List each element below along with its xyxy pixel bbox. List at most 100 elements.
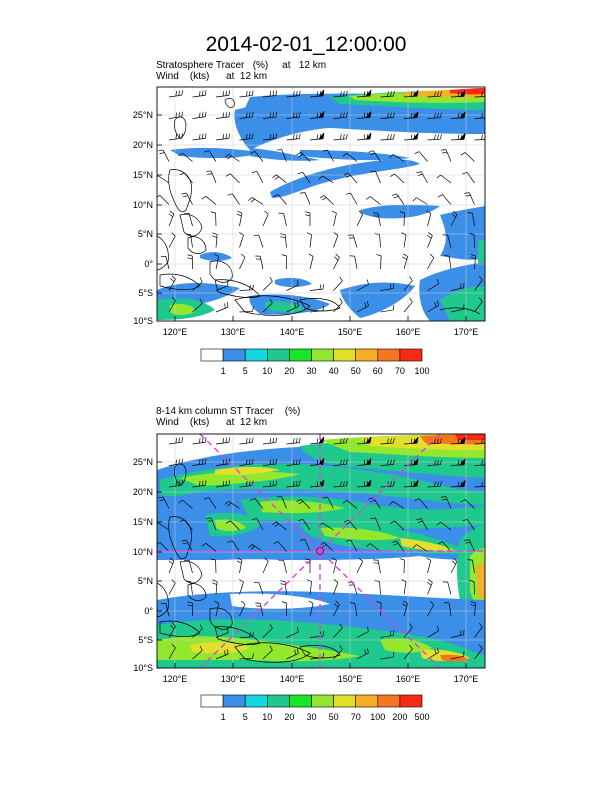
wind-barb <box>168 622 176 638</box>
colorbar-swatch <box>311 348 334 362</box>
wind-barb <box>168 296 176 313</box>
wind-barb <box>192 645 203 660</box>
wind-barb <box>192 480 207 488</box>
wind-barb <box>168 643 176 660</box>
wind-barb <box>380 91 395 98</box>
wind-barb <box>201 196 217 205</box>
wind-barb <box>390 520 405 531</box>
wind-barb <box>436 521 452 531</box>
colorbar-label: 5 <box>243 712 248 722</box>
wind-barb <box>470 601 476 617</box>
wind-barb <box>380 630 395 638</box>
wind-barb <box>356 279 369 291</box>
colorbar-label: 10 <box>262 366 272 376</box>
wind-barb <box>297 518 311 531</box>
wind-barb <box>281 601 288 617</box>
panel2-axis-ticks: 120°E 130°E 140°E 150°E 160°E 170°E 25°N 20°N 15… <box>133 457 478 684</box>
colorbar-swatch <box>355 348 379 362</box>
wind-barb <box>262 459 278 466</box>
wind-barb <box>343 172 358 184</box>
wind-barb <box>333 579 339 595</box>
wind-barb <box>308 253 314 270</box>
wind-barb <box>366 196 381 205</box>
wind-barb <box>309 132 325 141</box>
wind-barb <box>450 210 458 227</box>
lat-tick-label: 25°N <box>133 110 153 120</box>
colorbar-label: 30 <box>306 366 316 376</box>
wind-barb <box>210 211 217 227</box>
wind-barb <box>331 557 337 574</box>
wind-barb <box>345 539 358 552</box>
wind-barb <box>212 232 218 248</box>
wind-barb <box>437 541 452 552</box>
wind-barb <box>168 480 183 488</box>
wind-barb <box>239 653 254 660</box>
wind-barb <box>309 458 325 466</box>
wind-barb <box>389 154 405 162</box>
lat-tick-label: 10°N <box>133 200 153 210</box>
wind-barb <box>215 458 230 466</box>
panel1-tracer-field <box>157 88 485 321</box>
wind-barb <box>403 111 419 119</box>
wind-barb <box>427 300 439 313</box>
wind-barb <box>380 283 395 291</box>
wind-barb <box>192 437 207 445</box>
wind-barb <box>168 437 183 445</box>
wind-barb <box>401 579 407 595</box>
wind-barb <box>181 192 193 205</box>
wind-barb <box>440 496 452 509</box>
panel2-variable-label: 8-14 km column ST Tracer (%) <box>156 406 301 417</box>
wind-barb <box>348 234 358 248</box>
wind-barb <box>239 458 254 466</box>
lon-tick-label: 120°E <box>163 674 188 684</box>
wind-barb <box>399 211 405 227</box>
wind-barb <box>309 111 325 119</box>
wind-barb <box>356 436 372 445</box>
wind-barb <box>450 651 465 660</box>
wind-barb <box>224 153 240 162</box>
wind-barb <box>158 496 170 509</box>
wind-barb <box>333 600 340 617</box>
colorbar-label: 5 <box>243 366 248 376</box>
wind-barb <box>168 458 183 466</box>
panel1-axis-ticks: 120°E 130°E 140°E 150°E 160°E 170°E 25°N 20°N 15… <box>133 110 478 337</box>
wind-barb <box>206 170 217 184</box>
colorbar-swatch <box>244 694 268 708</box>
wind-barb <box>248 197 264 205</box>
colorbar-swatch <box>289 348 312 362</box>
wind-barb <box>444 602 452 617</box>
wind-barb <box>227 540 240 552</box>
wind-barb <box>206 517 217 531</box>
colorbar-swatch <box>333 348 357 362</box>
wind-barb <box>278 559 287 574</box>
wind-barb <box>373 559 381 574</box>
wind-barb <box>168 579 176 595</box>
wind-barb <box>450 480 466 488</box>
wind-barb <box>333 133 348 141</box>
wind-barb <box>278 212 287 227</box>
panel2-coastlines <box>157 463 341 663</box>
wind-barb <box>239 90 254 98</box>
wind-barb <box>286 301 299 313</box>
wind-barb <box>366 543 381 552</box>
wind-barb <box>187 254 193 270</box>
wind-barb <box>272 521 287 531</box>
wind-barb <box>236 557 243 574</box>
wind-barb <box>356 210 364 227</box>
colorbar-swatch <box>311 694 334 708</box>
wind-barb <box>390 173 405 184</box>
wind-barb <box>333 90 348 98</box>
wind-barb <box>227 193 240 205</box>
wind-barb <box>309 284 325 291</box>
wind-barb <box>333 298 343 313</box>
wind-barb <box>309 652 325 660</box>
lon-tick-label: 130°E <box>221 674 246 684</box>
lat-tick-label: 0° <box>144 606 153 616</box>
wind-barb <box>450 458 466 466</box>
wind-barb <box>403 644 413 660</box>
wind-barb <box>402 600 408 617</box>
wind-barb <box>214 600 220 617</box>
lon-tick-label: 170°E <box>454 327 479 337</box>
wind-barb <box>286 627 299 638</box>
wind-barb <box>262 437 278 445</box>
